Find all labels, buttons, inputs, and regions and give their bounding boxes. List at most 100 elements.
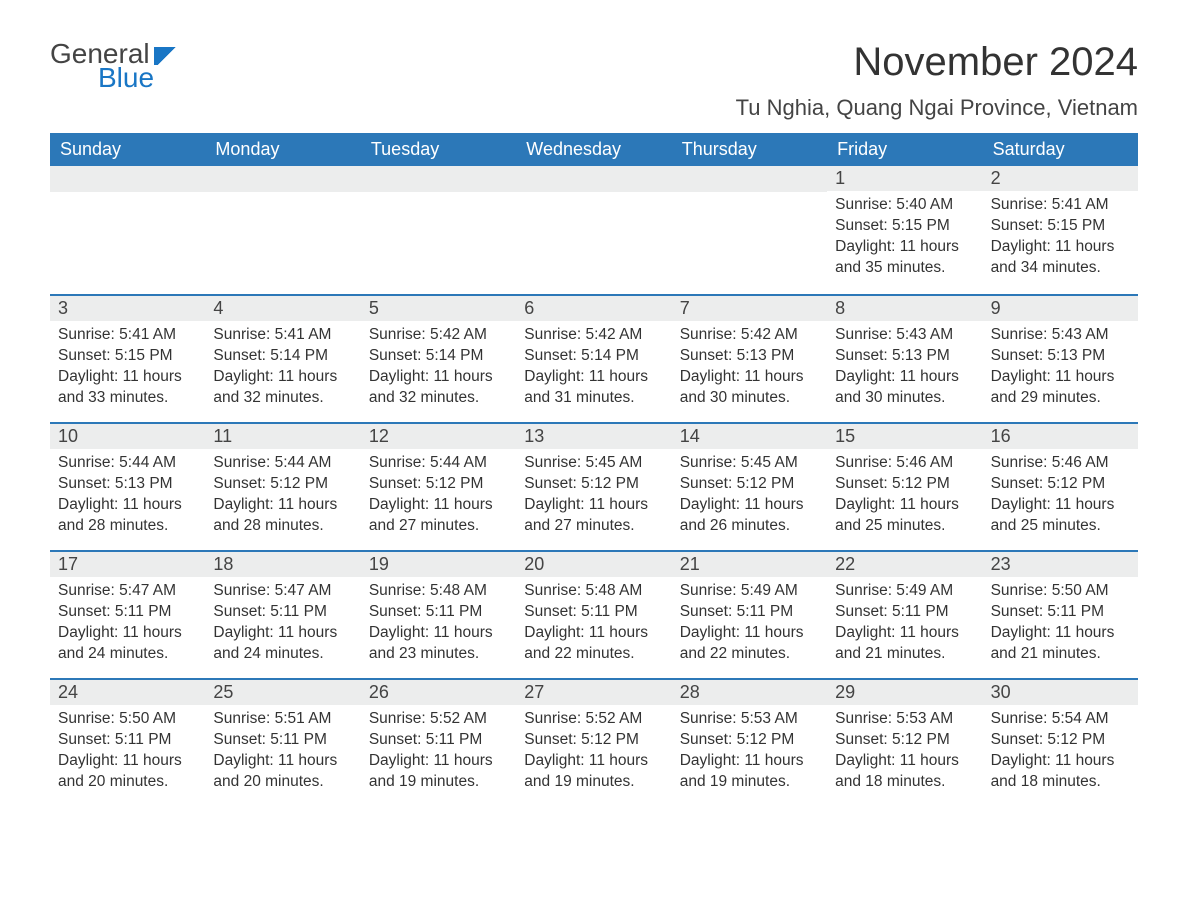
calendar-cell: 16Sunrise: 5:46 AMSunset: 5:12 PMDayligh…	[983, 424, 1138, 550]
sunset-text: Sunset: 5:13 PM	[835, 346, 974, 367]
cell-body: Sunrise: 5:53 AMSunset: 5:12 PMDaylight:…	[827, 705, 982, 803]
daylight-text: Daylight: 11 hours and 20 minutes.	[58, 751, 197, 793]
calendar-cell: 24Sunrise: 5:50 AMSunset: 5:11 PMDayligh…	[50, 680, 205, 806]
sunset-text: Sunset: 5:12 PM	[835, 474, 974, 495]
date-number: 1	[827, 166, 982, 191]
date-number	[50, 166, 205, 192]
sunset-text: Sunset: 5:11 PM	[58, 602, 197, 623]
sunrise-text: Sunrise: 5:48 AM	[369, 581, 508, 602]
calendar-cell: 1Sunrise: 5:40 AMSunset: 5:15 PMDaylight…	[827, 166, 982, 294]
calendar-cell: 11Sunrise: 5:44 AMSunset: 5:12 PMDayligh…	[205, 424, 360, 550]
daylight-text: Daylight: 11 hours and 27 minutes.	[369, 495, 508, 537]
daylight-text: Daylight: 11 hours and 20 minutes.	[213, 751, 352, 793]
daylight-text: Daylight: 11 hours and 19 minutes.	[524, 751, 663, 793]
date-number: 20	[516, 552, 671, 577]
sunrise-text: Sunrise: 5:44 AM	[213, 453, 352, 474]
sunrise-text: Sunrise: 5:42 AM	[524, 325, 663, 346]
calendar-cell: 30Sunrise: 5:54 AMSunset: 5:12 PMDayligh…	[983, 680, 1138, 806]
day-header: Tuesday	[361, 133, 516, 166]
logo: General Blue	[50, 40, 180, 92]
sunset-text: Sunset: 5:11 PM	[369, 730, 508, 751]
calendar-cell: 28Sunrise: 5:53 AMSunset: 5:12 PMDayligh…	[672, 680, 827, 806]
date-number: 29	[827, 680, 982, 705]
calendar-cell: 14Sunrise: 5:45 AMSunset: 5:12 PMDayligh…	[672, 424, 827, 550]
sunset-text: Sunset: 5:11 PM	[213, 602, 352, 623]
sunset-text: Sunset: 5:12 PM	[680, 730, 819, 751]
daylight-text: Daylight: 11 hours and 32 minutes.	[213, 367, 352, 409]
logo-blue-text: Blue	[98, 64, 154, 92]
date-number: 21	[672, 552, 827, 577]
sunrise-text: Sunrise: 5:46 AM	[835, 453, 974, 474]
cell-body: Sunrise: 5:48 AMSunset: 5:11 PMDaylight:…	[361, 577, 516, 675]
sunset-text: Sunset: 5:14 PM	[213, 346, 352, 367]
sunrise-text: Sunrise: 5:47 AM	[213, 581, 352, 602]
calendar-cell: 9Sunrise: 5:43 AMSunset: 5:13 PMDaylight…	[983, 296, 1138, 422]
calendar-cell: 3Sunrise: 5:41 AMSunset: 5:15 PMDaylight…	[50, 296, 205, 422]
title-block: November 2024 Tu Nghia, Quang Ngai Provi…	[736, 40, 1138, 121]
cell-body: Sunrise: 5:52 AMSunset: 5:11 PMDaylight:…	[361, 705, 516, 803]
calendar-cell	[50, 166, 205, 294]
sunrise-text: Sunrise: 5:45 AM	[524, 453, 663, 474]
cell-body: Sunrise: 5:50 AMSunset: 5:11 PMDaylight:…	[50, 705, 205, 803]
daylight-text: Daylight: 11 hours and 28 minutes.	[58, 495, 197, 537]
sunrise-text: Sunrise: 5:44 AM	[369, 453, 508, 474]
date-number: 5	[361, 296, 516, 321]
date-number: 28	[672, 680, 827, 705]
sunrise-text: Sunrise: 5:42 AM	[680, 325, 819, 346]
daylight-text: Daylight: 11 hours and 24 minutes.	[213, 623, 352, 665]
daylight-text: Daylight: 11 hours and 18 minutes.	[991, 751, 1130, 793]
calendar: SundayMondayTuesdayWednesdayThursdayFrid…	[50, 133, 1138, 806]
sunrise-text: Sunrise: 5:48 AM	[524, 581, 663, 602]
day-header-row: SundayMondayTuesdayWednesdayThursdayFrid…	[50, 133, 1138, 166]
calendar-cell: 29Sunrise: 5:53 AMSunset: 5:12 PMDayligh…	[827, 680, 982, 806]
sunset-text: Sunset: 5:15 PM	[58, 346, 197, 367]
date-number	[361, 166, 516, 192]
date-number: 19	[361, 552, 516, 577]
daylight-text: Daylight: 11 hours and 29 minutes.	[991, 367, 1130, 409]
date-number: 27	[516, 680, 671, 705]
calendar-cell: 5Sunrise: 5:42 AMSunset: 5:14 PMDaylight…	[361, 296, 516, 422]
cell-body: Sunrise: 5:49 AMSunset: 5:11 PMDaylight:…	[672, 577, 827, 675]
sunset-text: Sunset: 5:14 PM	[369, 346, 508, 367]
calendar-cell	[205, 166, 360, 294]
date-number: 24	[50, 680, 205, 705]
cell-body: Sunrise: 5:47 AMSunset: 5:11 PMDaylight:…	[205, 577, 360, 675]
daylight-text: Daylight: 11 hours and 21 minutes.	[835, 623, 974, 665]
sunrise-text: Sunrise: 5:41 AM	[58, 325, 197, 346]
date-number: 14	[672, 424, 827, 449]
daylight-text: Daylight: 11 hours and 21 minutes.	[991, 623, 1130, 665]
calendar-cell	[672, 166, 827, 294]
sunrise-text: Sunrise: 5:41 AM	[991, 195, 1130, 216]
calendar-cell: 17Sunrise: 5:47 AMSunset: 5:11 PMDayligh…	[50, 552, 205, 678]
sunrise-text: Sunrise: 5:46 AM	[991, 453, 1130, 474]
calendar-cell	[516, 166, 671, 294]
sunset-text: Sunset: 5:11 PM	[835, 602, 974, 623]
cell-body: Sunrise: 5:52 AMSunset: 5:12 PMDaylight:…	[516, 705, 671, 803]
date-number: 7	[672, 296, 827, 321]
day-header: Monday	[205, 133, 360, 166]
date-number: 6	[516, 296, 671, 321]
sunset-text: Sunset: 5:12 PM	[369, 474, 508, 495]
daylight-text: Daylight: 11 hours and 25 minutes.	[835, 495, 974, 537]
date-number: 10	[50, 424, 205, 449]
cell-body: Sunrise: 5:44 AMSunset: 5:13 PMDaylight:…	[50, 449, 205, 547]
cell-body: Sunrise: 5:54 AMSunset: 5:12 PMDaylight:…	[983, 705, 1138, 803]
date-number: 22	[827, 552, 982, 577]
sunrise-text: Sunrise: 5:43 AM	[835, 325, 974, 346]
sunrise-text: Sunrise: 5:50 AM	[58, 709, 197, 730]
calendar-cell: 15Sunrise: 5:46 AMSunset: 5:12 PMDayligh…	[827, 424, 982, 550]
calendar-week: 1Sunrise: 5:40 AMSunset: 5:15 PMDaylight…	[50, 166, 1138, 294]
cell-body: Sunrise: 5:42 AMSunset: 5:14 PMDaylight:…	[361, 321, 516, 419]
date-number: 3	[50, 296, 205, 321]
calendar-cell: 26Sunrise: 5:52 AMSunset: 5:11 PMDayligh…	[361, 680, 516, 806]
calendar-cell: 6Sunrise: 5:42 AMSunset: 5:14 PMDaylight…	[516, 296, 671, 422]
cell-body: Sunrise: 5:47 AMSunset: 5:11 PMDaylight:…	[50, 577, 205, 675]
sunrise-text: Sunrise: 5:49 AM	[680, 581, 819, 602]
month-title: November 2024	[736, 40, 1138, 85]
sunset-text: Sunset: 5:12 PM	[680, 474, 819, 495]
cell-body: Sunrise: 5:42 AMSunset: 5:14 PMDaylight:…	[516, 321, 671, 419]
sunrise-text: Sunrise: 5:51 AM	[213, 709, 352, 730]
sunrise-text: Sunrise: 5:50 AM	[991, 581, 1130, 602]
date-number: 18	[205, 552, 360, 577]
cell-body: Sunrise: 5:46 AMSunset: 5:12 PMDaylight:…	[983, 449, 1138, 547]
